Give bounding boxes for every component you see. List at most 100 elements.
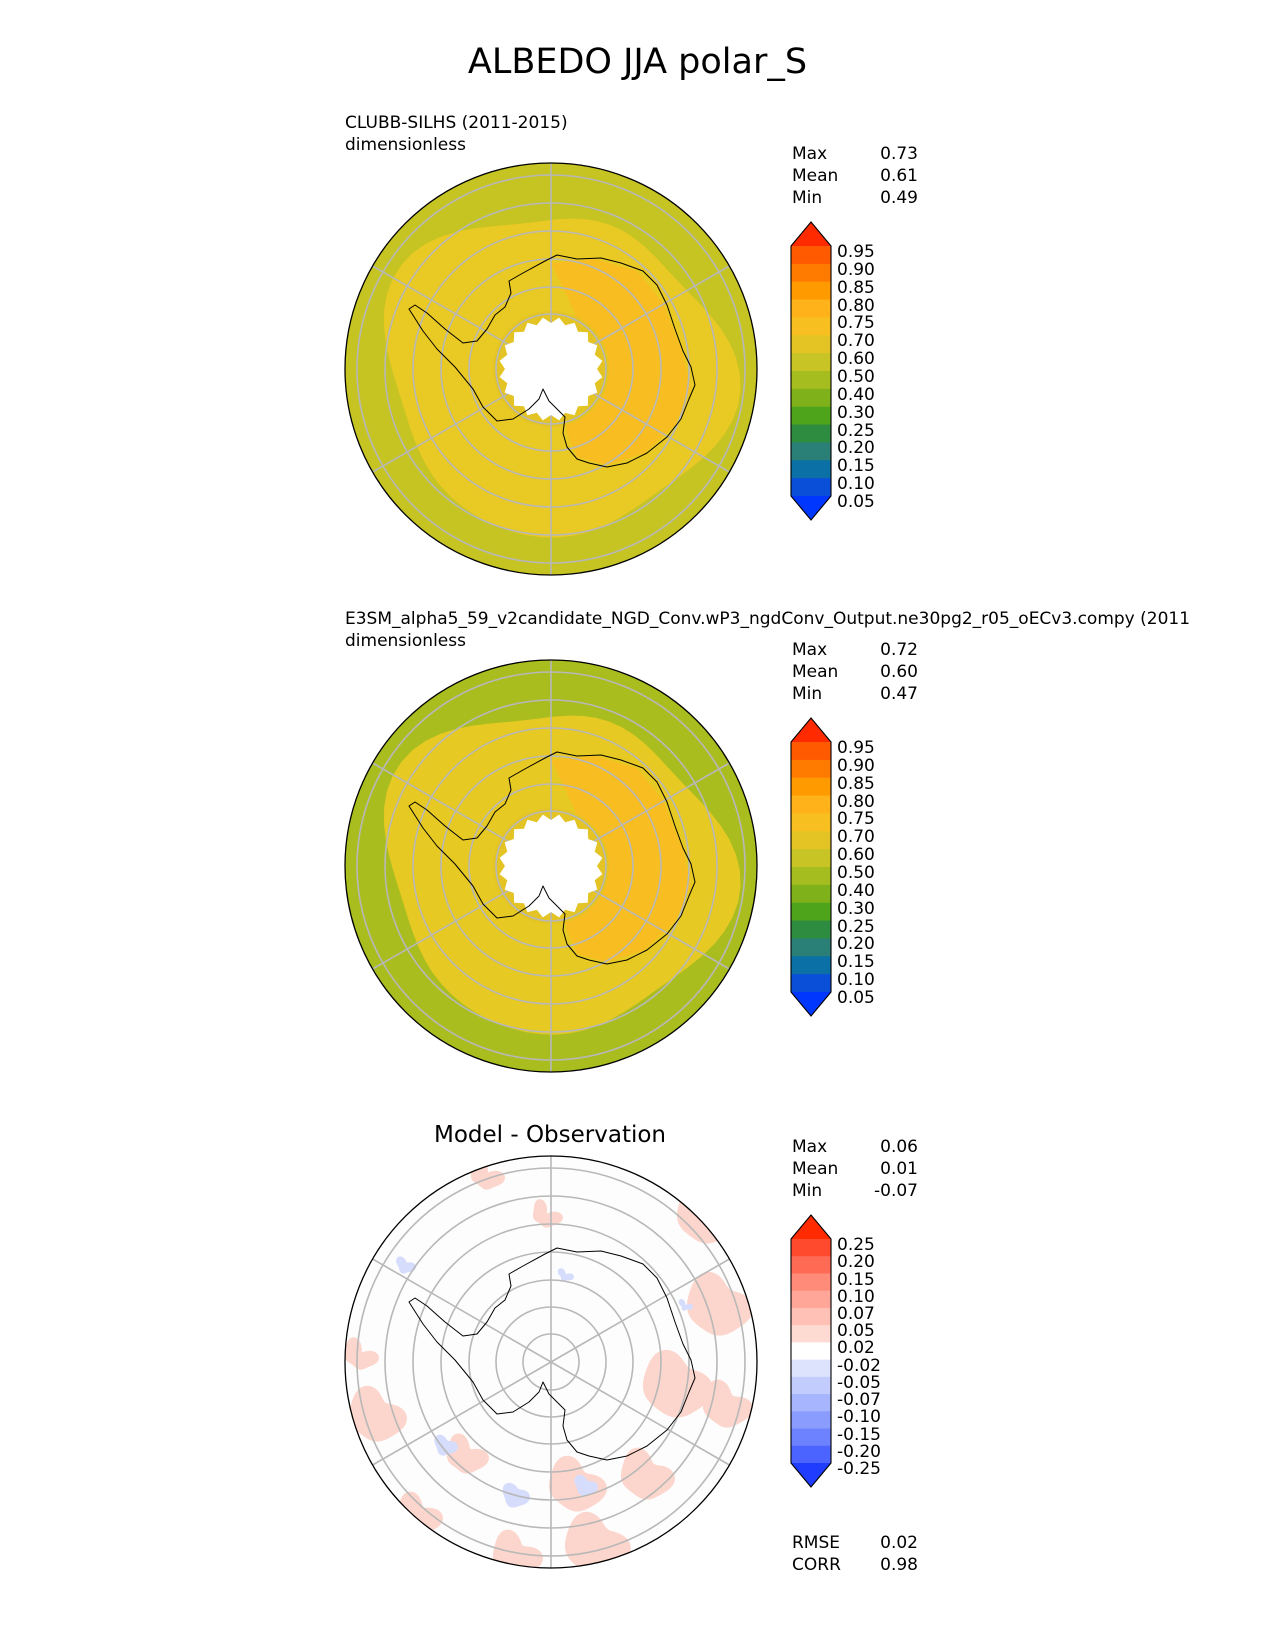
colorbar-tick-label: 0.95: [837, 738, 875, 758]
colorbar-level-9: [791, 388, 831, 408]
panel3-max-label: Max: [792, 1137, 828, 1157]
colorbar-tick-label: 0.75: [837, 313, 875, 334]
colorbar-tick-label: 0.10: [837, 970, 875, 991]
colorbar-level-10: [791, 406, 831, 426]
colorbar-extend-top: [791, 222, 831, 246]
positive-anomaly-patch: [686, 1271, 753, 1336]
colorbar-tick-label: 0.02: [837, 1338, 875, 1359]
panel2-mean-value: 0.60: [880, 662, 918, 682]
antarctica-coastline: [408, 751, 696, 965]
panel3-colorbar: [790, 1214, 832, 1488]
colorbar-tick-label: 0.10: [837, 1286, 875, 1307]
negative-anomaly-patch: [396, 1256, 417, 1274]
rmse-label: RMSE: [792, 1533, 841, 1553]
figure-title: ALBEDO JJA polar_S: [467, 42, 808, 82]
panel3-mean-value: 0.01: [880, 1159, 918, 1179]
colorbar-level-1: [791, 742, 831, 761]
graticule: [356, 163, 746, 575]
colorbar-tick-label: 0.95: [837, 242, 875, 262]
panel1-polar-map: [344, 162, 758, 576]
colorbar-tick-label: 0.15: [837, 952, 875, 973]
colorbar-level-9: [791, 1376, 831, 1395]
colorbar-level-7: [791, 1342, 831, 1361]
colorbar-tick-label: 0.15: [837, 1269, 875, 1290]
positive-anomaly-patch: [702, 1379, 753, 1428]
colorbar-tick-label: 0.15: [837, 456, 875, 477]
longitude-line: [550, 1361, 730, 1466]
panel1-stats: Max 0.73 Mean 0.61 Min 0.49: [792, 143, 918, 209]
colorbar-tick-label: 0.05: [837, 1321, 875, 1342]
colorbar-tick-label: -0.20: [837, 1441, 881, 1462]
colorbar-extend-top: [791, 718, 831, 742]
panel3-metrics: RMSE 0.02 CORR 0.98: [792, 1532, 918, 1576]
colorbar-tick-label: -0.05: [837, 1372, 881, 1393]
colorbar-tick-label: 0.50: [837, 863, 875, 883]
colorbar-level-3: [791, 1273, 831, 1292]
longitude-line: [550, 1258, 730, 1363]
colorbar-level-6: [791, 831, 831, 850]
negative-anomaly-patch: [678, 1299, 694, 1311]
panel3-min-label: Min: [792, 1181, 823, 1201]
colorbar-tick-label: 0.60: [837, 845, 875, 866]
panel2-min-value: 0.47: [880, 684, 918, 704]
panel2-min-label: Min: [792, 684, 823, 704]
colorbar-level-13: [791, 460, 831, 479]
colorbar-level-4: [791, 1290, 831, 1309]
colorbar-level-6: [791, 1325, 831, 1343]
colorbar-level-2: [791, 1256, 831, 1275]
diff-panel-title: Model - Observation: [433, 1122, 667, 1148]
panel3-min-value: -0.07: [874, 1181, 918, 1201]
panel1-units: dimensionless: [345, 135, 466, 155]
colorbar-tick-label: 0.70: [837, 331, 875, 352]
colorbar-level-8: [791, 371, 831, 390]
longitude-line: [372, 1258, 552, 1363]
colorbar-tick-label: 0.20: [837, 438, 875, 459]
colorbar-extend-top: [791, 1215, 831, 1239]
negative-anomaly-patch: [574, 1474, 598, 1496]
colorbar-level-8: [791, 867, 831, 886]
negative-anomaly-patch: [434, 1434, 458, 1456]
colorbar-tick-label: 0.05: [837, 988, 875, 1008]
colorbar-level-6: [791, 335, 831, 354]
colorbar-level-10: [791, 902, 831, 922]
negative-anomaly-patch: [557, 1268, 575, 1282]
panel1-colorbar: [790, 221, 832, 521]
antarctica-coastline: [408, 1247, 696, 1461]
panel1-max-label: Max: [792, 144, 828, 164]
colorbar-tick-label: 0.30: [837, 898, 875, 919]
colorbar-tick-label: 0.10: [837, 474, 875, 495]
colorbar-level-14: [791, 974, 831, 993]
colorbar-outline: [790, 717, 832, 1017]
graticule: [356, 1156, 746, 1568]
colorbar-level-3: [791, 281, 831, 301]
panel2-polar-map: [344, 659, 758, 1073]
positive-anomaly-patch: [348, 1385, 407, 1442]
longitude-line: [372, 1361, 552, 1466]
colorbar-tick-label: 0.25: [837, 420, 875, 441]
colorbar-level-2: [791, 759, 831, 779]
colorbar-tick-label: 0.60: [837, 349, 875, 370]
colorbar-tick-label: 0.30: [837, 402, 875, 423]
colorbar-extend-bottom: [791, 1463, 831, 1487]
colorbar-level-2: [791, 263, 831, 283]
panel2-mean-label: Mean: [792, 662, 839, 682]
colorbar-level-12: [791, 1428, 831, 1447]
panel3-mean-label: Mean: [792, 1159, 839, 1179]
panel2-stats: Max 0.72 Mean 0.60 Min 0.47: [792, 639, 918, 705]
colorbar-tick-label: -0.15: [837, 1424, 881, 1445]
colorbar-tick-label: 0.75: [837, 809, 875, 830]
map-boundary: [344, 162, 758, 576]
rmse-value: 0.02: [880, 1533, 918, 1553]
colorbar-tick-label: 0.70: [837, 827, 875, 848]
colorbar-level-8: [791, 1359, 831, 1378]
colorbar-tick-label: -0.25: [837, 1459, 881, 1479]
colorbar-tick-label: 0.07: [837, 1303, 875, 1324]
panel2-max-label: Max: [792, 640, 828, 660]
colorbar-level-11: [791, 920, 831, 940]
colorbar-level-14: [791, 478, 831, 497]
panel1-mean-label: Mean: [792, 166, 839, 186]
positive-anomaly-patch: [345, 1337, 379, 1370]
map-boundary: [344, 659, 758, 1073]
panel2-units: dimensionless: [345, 631, 466, 651]
colorbar-tick-label: 0.40: [837, 384, 875, 405]
